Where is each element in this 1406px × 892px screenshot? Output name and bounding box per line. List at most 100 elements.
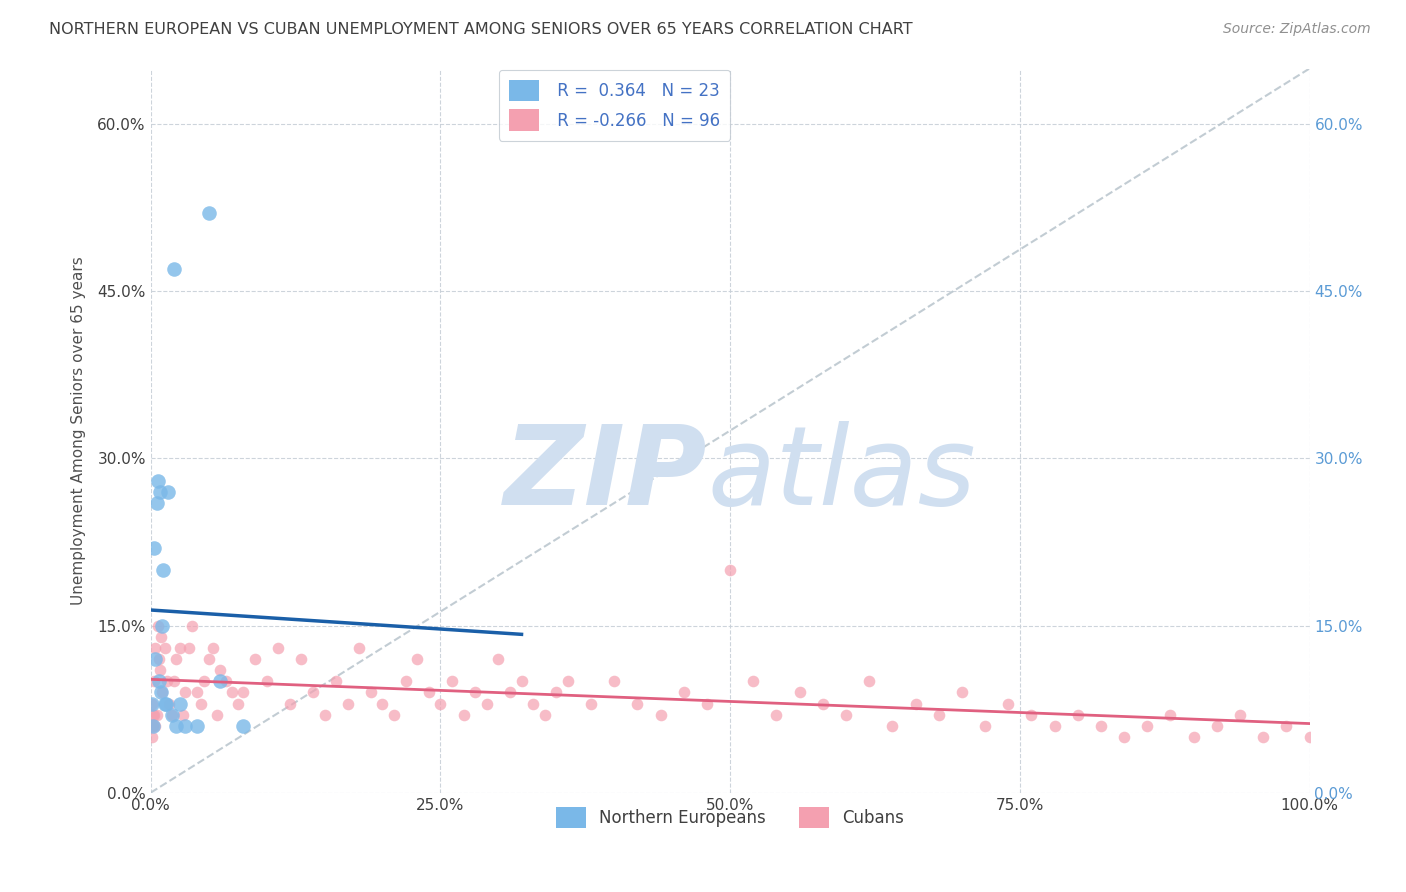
Point bbox=[150, 618, 173, 632]
Point bbox=[1090, 719, 1112, 733]
Point bbox=[209, 663, 232, 677]
Point bbox=[371, 697, 394, 711]
Legend: Northern Europeans, Cubans: Northern Europeans, Cubans bbox=[550, 800, 911, 835]
Point bbox=[232, 719, 254, 733]
Point bbox=[302, 685, 325, 699]
Point bbox=[197, 206, 219, 220]
Point bbox=[811, 697, 834, 711]
Point bbox=[232, 685, 254, 699]
Point bbox=[141, 697, 163, 711]
Point bbox=[314, 707, 336, 722]
Point bbox=[950, 685, 973, 699]
Point bbox=[546, 685, 568, 699]
Point bbox=[141, 697, 163, 711]
Point bbox=[148, 674, 170, 689]
Point bbox=[146, 618, 169, 632]
Point bbox=[650, 707, 672, 722]
Point bbox=[522, 697, 544, 711]
Point bbox=[169, 697, 191, 711]
Point bbox=[145, 496, 167, 510]
Text: NORTHERN EUROPEAN VS CUBAN UNEMPLOYMENT AMONG SENIORS OVER 65 YEARS CORRELATION : NORTHERN EUROPEAN VS CUBAN UNEMPLOYMENT … bbox=[49, 22, 912, 37]
Point bbox=[143, 652, 166, 666]
Point bbox=[533, 707, 555, 722]
Point bbox=[149, 663, 172, 677]
Text: Source: ZipAtlas.com: Source: ZipAtlas.com bbox=[1223, 22, 1371, 37]
Point bbox=[418, 685, 440, 699]
Point bbox=[882, 719, 904, 733]
Point bbox=[382, 707, 405, 722]
Point bbox=[160, 707, 183, 722]
Y-axis label: Unemployment Among Seniors over 65 years: Unemployment Among Seniors over 65 years bbox=[72, 256, 86, 605]
Point bbox=[997, 697, 1019, 711]
Text: atlas: atlas bbox=[707, 420, 976, 527]
Point bbox=[789, 685, 811, 699]
Point bbox=[1021, 707, 1043, 722]
Point bbox=[145, 707, 167, 722]
Point bbox=[197, 652, 219, 666]
Point bbox=[406, 652, 429, 666]
Point bbox=[499, 685, 522, 699]
Point bbox=[190, 697, 212, 711]
Point bbox=[1205, 719, 1227, 733]
Point bbox=[143, 640, 166, 655]
Point bbox=[209, 674, 232, 689]
Point bbox=[148, 652, 170, 666]
Point bbox=[453, 707, 475, 722]
Point bbox=[163, 262, 186, 277]
Point bbox=[174, 685, 197, 699]
Point bbox=[142, 719, 165, 733]
Point bbox=[157, 484, 180, 499]
Point bbox=[186, 719, 208, 733]
Point bbox=[440, 674, 463, 689]
Point bbox=[177, 640, 200, 655]
Point bbox=[202, 640, 225, 655]
Point bbox=[142, 707, 165, 722]
Point bbox=[160, 707, 183, 722]
Point bbox=[1251, 730, 1274, 744]
Point bbox=[221, 685, 243, 699]
Point bbox=[141, 730, 163, 744]
Point bbox=[153, 697, 176, 711]
Point bbox=[143, 719, 166, 733]
Point bbox=[157, 697, 180, 711]
Point bbox=[169, 640, 191, 655]
Point bbox=[153, 640, 176, 655]
Point bbox=[267, 640, 290, 655]
Point bbox=[243, 652, 266, 666]
Point bbox=[395, 674, 418, 689]
Point bbox=[143, 674, 166, 689]
Point bbox=[360, 685, 382, 699]
Point bbox=[172, 707, 194, 722]
Point bbox=[290, 652, 312, 666]
Point bbox=[146, 474, 169, 488]
Point bbox=[143, 541, 166, 555]
Point bbox=[1229, 707, 1251, 722]
Point bbox=[1114, 730, 1136, 744]
Point bbox=[152, 563, 174, 577]
Point bbox=[742, 674, 765, 689]
Point bbox=[928, 707, 950, 722]
Point bbox=[325, 674, 347, 689]
Point bbox=[215, 674, 238, 689]
Point bbox=[696, 697, 718, 711]
Point bbox=[278, 697, 301, 711]
Point bbox=[1298, 730, 1320, 744]
Point bbox=[256, 674, 278, 689]
Point bbox=[150, 685, 173, 699]
Point bbox=[186, 685, 208, 699]
Point bbox=[486, 652, 509, 666]
Point bbox=[475, 697, 498, 711]
Point bbox=[143, 707, 166, 722]
Point bbox=[835, 707, 858, 722]
Point bbox=[765, 707, 787, 722]
Point bbox=[579, 697, 602, 711]
Point bbox=[1136, 719, 1159, 733]
Point bbox=[603, 674, 626, 689]
Text: ZIP: ZIP bbox=[503, 420, 707, 527]
Point bbox=[181, 618, 204, 632]
Point bbox=[1275, 719, 1298, 733]
Point bbox=[336, 697, 359, 711]
Point bbox=[150, 630, 173, 644]
Point bbox=[858, 674, 880, 689]
Point bbox=[464, 685, 486, 699]
